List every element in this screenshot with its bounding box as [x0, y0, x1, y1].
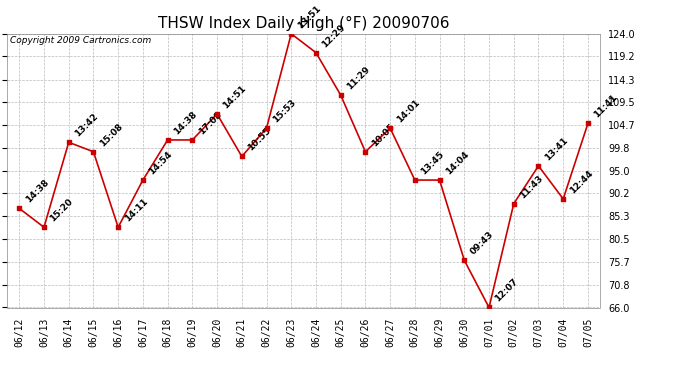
Text: 09:43: 09:43: [469, 230, 495, 256]
Point: [558, 196, 569, 202]
Text: 17:08: 17:08: [197, 110, 224, 136]
Point: [310, 50, 322, 55]
Point: [384, 125, 395, 131]
Point: [335, 92, 346, 98]
Point: [112, 224, 124, 230]
Point: [509, 201, 520, 207]
Point: [582, 120, 593, 126]
Text: 14:54: 14:54: [148, 150, 174, 176]
Text: 10:55: 10:55: [246, 126, 273, 153]
Text: 13:45: 13:45: [420, 150, 446, 176]
Point: [459, 257, 470, 263]
Text: 13:42: 13:42: [73, 112, 100, 139]
Text: 14:11: 14:11: [123, 197, 149, 223]
Text: 12:44: 12:44: [568, 168, 595, 195]
Text: 11:43: 11:43: [518, 173, 545, 200]
Text: Copyright 2009 Cartronics.com: Copyright 2009 Cartronics.com: [10, 36, 151, 45]
Text: 14:51: 14:51: [221, 84, 248, 110]
Point: [187, 137, 198, 143]
Text: 15:08: 15:08: [98, 122, 124, 148]
Point: [434, 177, 445, 183]
Text: 14:04: 14:04: [444, 150, 471, 176]
Point: [63, 139, 75, 145]
Point: [14, 206, 25, 212]
Text: 10:05: 10:05: [370, 122, 396, 148]
Text: 14:01: 14:01: [395, 98, 421, 124]
Text: 11:41: 11:41: [593, 93, 619, 120]
Text: 15:20: 15:20: [48, 197, 75, 223]
Point: [261, 125, 272, 131]
Point: [212, 111, 223, 117]
Point: [137, 177, 148, 183]
Title: THSW Index Daily High (°F) 20090706: THSW Index Daily High (°F) 20090706: [158, 16, 449, 31]
Point: [286, 31, 297, 37]
Point: [360, 149, 371, 155]
Point: [484, 304, 495, 310]
Point: [39, 224, 50, 230]
Text: 14:38: 14:38: [23, 178, 50, 205]
Text: 14:38: 14:38: [172, 110, 199, 136]
Point: [236, 153, 247, 159]
Text: 13:51: 13:51: [296, 3, 322, 30]
Text: 11:29: 11:29: [345, 65, 372, 92]
Point: [88, 149, 99, 155]
Point: [409, 177, 420, 183]
Text: 12:29: 12:29: [320, 22, 347, 49]
Text: 12:07: 12:07: [493, 277, 520, 304]
Point: [533, 163, 544, 169]
Text: 15:53: 15:53: [271, 98, 297, 124]
Point: [162, 137, 173, 143]
Text: 13:41: 13:41: [543, 135, 570, 162]
